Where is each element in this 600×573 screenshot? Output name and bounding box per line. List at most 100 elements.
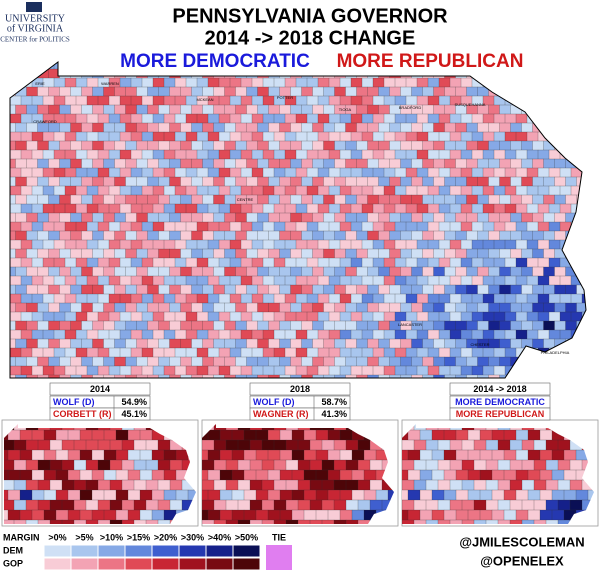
map-cell [443, 509, 457, 521]
map-cell [257, 176, 269, 187]
map-cell [497, 519, 511, 524]
map-cell [444, 194, 456, 205]
map-cell [268, 122, 280, 133]
map-cell [61, 479, 75, 491]
map-cell [59, 194, 71, 205]
map-cell [444, 230, 456, 241]
map-cell [67, 469, 81, 481]
map-cell [431, 509, 445, 521]
logo-text: of VIRGINIA [7, 23, 64, 34]
map-cell [301, 122, 313, 133]
map-cell [543, 248, 555, 259]
map-cell [438, 239, 451, 250]
map-cell [42, 131, 55, 142]
map-cell [416, 113, 429, 124]
map-cell [174, 221, 187, 232]
map-cell [422, 104, 434, 115]
map-cell [449, 499, 463, 511]
map-cell [202, 356, 214, 367]
map-cell [482, 131, 495, 142]
map-cell [92, 158, 104, 169]
map-cell [103, 266, 115, 277]
map-cell [229, 257, 242, 268]
map-cell [284, 347, 297, 358]
map-cell [224, 230, 236, 241]
map-cell [97, 239, 110, 250]
map-cell [31, 257, 44, 268]
map-cell [196, 167, 209, 178]
map-cell [191, 356, 203, 367]
map-cell [400, 194, 412, 205]
map-cell [400, 284, 412, 295]
map-cell [268, 230, 280, 241]
map-cell [510, 302, 522, 313]
map-cell [510, 338, 522, 349]
map-cell [213, 374, 225, 378]
map-cell [125, 302, 137, 313]
map-cell [145, 479, 159, 491]
map-cell [499, 320, 511, 331]
map-cell [180, 212, 192, 223]
map-cell [467, 509, 481, 521]
legend-bin: >20% [154, 532, 177, 542]
map-cell [394, 275, 407, 286]
map-cell [444, 302, 456, 313]
map-cell [225, 519, 239, 524]
map-cell [115, 469, 129, 481]
map-cell [339, 185, 352, 196]
map-cell [59, 338, 71, 349]
map-cell [86, 131, 99, 142]
map-cell [295, 275, 308, 286]
map-cell [103, 338, 115, 349]
map-cell [290, 356, 302, 367]
map-cell [328, 365, 341, 376]
map-cell [284, 113, 297, 124]
map-cell [321, 519, 335, 524]
map-cell [466, 158, 478, 169]
map-cell [405, 221, 418, 232]
map-cell [466, 212, 478, 223]
map-cell [48, 284, 60, 295]
map-cell [136, 230, 148, 241]
map-cell [479, 469, 493, 481]
map-cell [284, 167, 297, 178]
map-cell [438, 95, 451, 106]
table-header-text: 2014 -> 2018 [473, 384, 526, 394]
map-cell [237, 439, 251, 451]
map-cell [504, 293, 517, 304]
map-cell [152, 365, 165, 376]
map-cell [455, 469, 469, 481]
map-cell [115, 489, 129, 501]
map-cell [20, 311, 33, 322]
map-cell [175, 489, 189, 501]
map-cell [196, 275, 209, 286]
map-cell [303, 509, 317, 521]
map-cell [367, 176, 379, 187]
map-cell [75, 221, 88, 232]
map-cell [37, 302, 49, 313]
map-cell [240, 311, 253, 322]
map-cell [163, 275, 176, 286]
map-cell [262, 203, 275, 214]
map-cell [361, 167, 374, 178]
map-cell [75, 185, 88, 196]
map-cell [97, 479, 111, 491]
map-cell [136, 338, 148, 349]
map-cell [121, 439, 135, 451]
map-cell [48, 104, 60, 115]
gop-label: MORE REPUBLICAN [337, 51, 524, 72]
map-cell [306, 95, 319, 106]
map-cell [361, 149, 374, 160]
map-cell [357, 499, 371, 511]
map-cell [257, 140, 269, 151]
map-cell [15, 158, 27, 169]
map-cell [235, 338, 247, 349]
map-cell [339, 449, 353, 461]
map-cell [158, 356, 170, 367]
map-cell [81, 356, 93, 367]
map-cell [246, 356, 258, 367]
map-cell [92, 320, 104, 331]
map-cell [510, 284, 522, 295]
map-cell [25, 439, 39, 451]
map-cell [235, 248, 247, 259]
